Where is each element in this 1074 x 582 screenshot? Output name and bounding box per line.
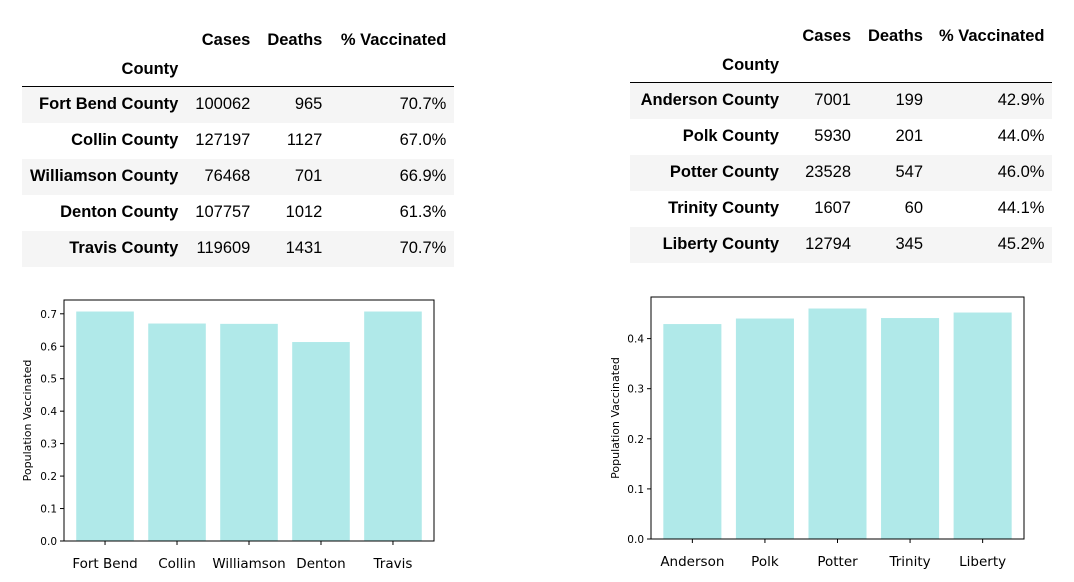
cases-cell: 127197 — [195, 131, 251, 149]
x-tick-label: Denton — [296, 556, 345, 572]
index-header-county: County — [121, 59, 179, 78]
y-tick-label: 0.4 — [627, 334, 644, 346]
column-header-cases: Cases — [201, 31, 251, 49]
table-row: Trinity County 1607 60 44.1% — [630, 191, 1052, 227]
table-row: Denton County 107757 1012 61.3% — [22, 195, 454, 231]
table-row: Williamson County 76468 701 66.9% — [22, 158, 455, 195]
cases-cell: 119609 — [196, 239, 251, 257]
table-row: Liberty County 12794 345 45.2% — [630, 226, 1053, 263]
county-cell: Collin County — [71, 131, 179, 149]
x-tick-label: Liberty — [959, 554, 1006, 570]
column-header-deaths: Deaths — [267, 31, 323, 49]
y-tick-label: 0.1 — [40, 504, 57, 516]
deaths-cell: 1012 — [285, 203, 323, 221]
y-tick-label: 0.2 — [627, 434, 644, 446]
bar-trinity — [881, 318, 940, 539]
y-tick-label: 0.7 — [40, 309, 57, 321]
county-cell: Travis County — [69, 239, 179, 257]
column-header-cases: Cases — [802, 27, 851, 45]
table-row: Anderson County 7001 199 42.9% — [630, 82, 1053, 119]
county-table-right: Cases Deaths % Vaccinated County Anderso… — [630, 14, 1053, 263]
deaths-cell: 199 — [895, 91, 923, 110]
column-header-deaths: Deaths — [867, 27, 923, 45]
table-row: Polk County 5930 201 44.0% — [630, 119, 1052, 155]
bar-anderson — [663, 324, 722, 539]
column-header-vaccinated: % Vaccinated — [939, 27, 1045, 45]
vaccinated-cell: 70.7% — [399, 95, 447, 114]
y-tick-label: 0.0 — [627, 534, 644, 546]
table-row: Potter County 23528 547 46.0% — [630, 154, 1053, 191]
vaccinated-cell: 44.0% — [997, 127, 1045, 145]
table-row: Fort Bend County 100062 965 70.7% — [22, 86, 455, 123]
x-tick-label: Anderson — [660, 554, 724, 570]
deaths-cell: 1431 — [285, 239, 323, 257]
x-tick-label: Travis — [373, 556, 413, 572]
deaths-cell: 965 — [294, 95, 323, 114]
cases-cell: 1607 — [814, 199, 851, 217]
plot-frame — [650, 296, 1025, 540]
bar-liberty — [953, 312, 1012, 539]
cases-cell: 5930 — [814, 127, 851, 145]
y-tick-label: 0.5 — [40, 374, 57, 386]
x-tick-label: Trinity — [888, 554, 930, 570]
bar-polk — [735, 318, 794, 539]
y-axis-label: Population Vaccinated — [609, 357, 622, 479]
vaccinated-cell: 42.9% — [997, 91, 1045, 110]
bar-denton — [292, 342, 350, 541]
x-tick-label: Fort Bend — [72, 556, 137, 572]
bar-williamson — [220, 323, 278, 541]
county-cell: Potter County — [669, 163, 779, 181]
county-cell: Anderson County — [640, 91, 779, 110]
vaccinated-cell: 45.2% — [997, 235, 1045, 253]
deaths-cell: 201 — [895, 127, 923, 145]
county-cell: Williamson County — [30, 167, 179, 185]
x-tick-label: Potter — [817, 554, 858, 570]
table-row: Travis County 119609 1431 70.7% — [22, 230, 455, 267]
index-header-county: County — [722, 55, 779, 74]
x-tick-label: Collin — [158, 556, 196, 572]
plot-frame — [63, 299, 435, 542]
deaths-cell: 60 — [904, 199, 923, 217]
bar-collin — [148, 323, 206, 541]
y-tick-label: 0.3 — [40, 439, 57, 451]
vaccinated-cell: 66.9% — [399, 167, 447, 185]
deaths-cell: 345 — [895, 235, 923, 253]
deaths-cell: 1127 — [286, 131, 323, 149]
x-tick-label: Williamson — [212, 556, 285, 572]
bar-travis — [364, 311, 422, 541]
y-tick-label: 0.0 — [40, 536, 57, 548]
county-cell: Liberty County — [662, 235, 779, 253]
y-axis-label: Population Vaccinated — [21, 360, 34, 482]
deaths-cell: 547 — [895, 163, 923, 181]
county-cell: Trinity County — [668, 199, 779, 217]
cases-cell: 7001 — [814, 91, 851, 110]
cases-cell: 107757 — [195, 203, 251, 221]
cases-cell: 12794 — [805, 235, 851, 253]
column-header-vaccinated: % Vaccinated — [340, 31, 447, 49]
county-table-left: Cases Deaths % Vaccinated County Fort Be… — [22, 18, 455, 267]
vaccinated-cell: 70.7% — [399, 239, 447, 257]
county-cell: Denton County — [60, 203, 179, 221]
y-tick-label: 0.1 — [627, 484, 644, 496]
vaccinated-cell: 46.0% — [997, 163, 1045, 181]
y-tick-label: 0.3 — [627, 384, 644, 396]
deaths-cell: 701 — [294, 167, 323, 185]
bar-fort-bend — [76, 311, 134, 541]
y-tick-label: 0.6 — [40, 341, 57, 353]
y-tick-label: 0.4 — [40, 406, 57, 418]
county-cell: Polk County — [682, 127, 779, 145]
x-tick-label: Polk — [751, 554, 779, 570]
vaccinated-cell: 61.3% — [399, 203, 447, 221]
y-tick-label: 0.2 — [40, 471, 57, 483]
county-cell: Fort Bend County — [39, 95, 179, 114]
vaccinated-cell: 44.1% — [997, 199, 1045, 217]
cases-cell: 23528 — [805, 163, 851, 181]
table-row: Collin County 127197 1127 67.0% — [22, 123, 454, 159]
vaccinated-cell: 67.0% — [399, 131, 447, 149]
bar-potter — [808, 308, 867, 539]
cases-cell: 76468 — [204, 167, 251, 185]
cases-cell: 100062 — [195, 95, 251, 114]
